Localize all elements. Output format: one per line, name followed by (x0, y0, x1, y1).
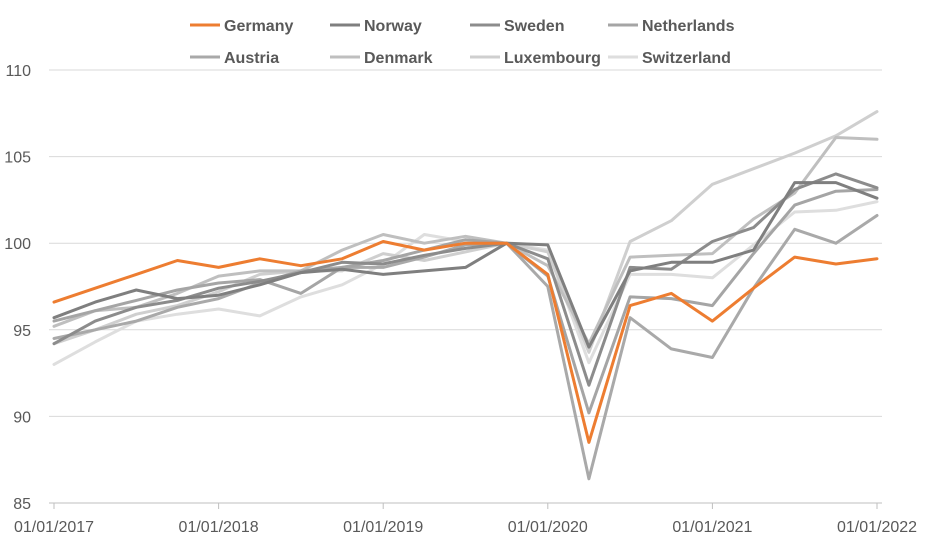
legend-label-austria: Austria (224, 50, 279, 67)
legend-label-denmark: Denmark (364, 50, 433, 67)
y-tick-label: 100 (4, 236, 31, 253)
x-tick-label: 01/01/2021 (672, 519, 752, 536)
y-tick-label: 90 (13, 409, 31, 426)
legend-label-switzerland: Switzerland (642, 50, 731, 67)
legend: Germany Norway Sweden Netherlands Austria Den… (190, 18, 735, 67)
legend-label-germany: Germany (224, 18, 293, 35)
y-tick-label: 110 (5, 63, 31, 80)
series-line-switzerland (52, 200, 879, 366)
series-lines (52, 110, 879, 481)
x-tick-label: 01/01/2019 (343, 519, 423, 536)
series-line-germany (52, 240, 879, 444)
series-line-sweden (52, 172, 879, 387)
x-tick-label: 01/01/2022 (837, 519, 917, 536)
series-line-austria (52, 214, 879, 481)
y-tick-label: 85 (13, 496, 31, 513)
axes: 85 90 95 100 105 110 01/01/2017 01/01/2018 01/01… (4, 63, 917, 536)
series-line-norway (52, 181, 879, 349)
y-tick-label: 105 (4, 150, 31, 167)
legend-label-netherlands: Netherlands (642, 18, 735, 35)
x-tick-label: 01/01/2018 (179, 519, 259, 536)
x-tick-label: 01/01/2017 (14, 519, 94, 536)
legend-label-norway: Norway (364, 18, 422, 35)
legend-label-sweden: Sweden (504, 18, 564, 35)
legend-label-luxembourg: Luxembourg (504, 50, 601, 67)
series-line-luxembourg (52, 110, 879, 354)
x-tick-label: 01/01/2020 (508, 519, 588, 536)
y-tick-label: 95 (13, 323, 31, 340)
series-line-netherlands (52, 188, 879, 415)
